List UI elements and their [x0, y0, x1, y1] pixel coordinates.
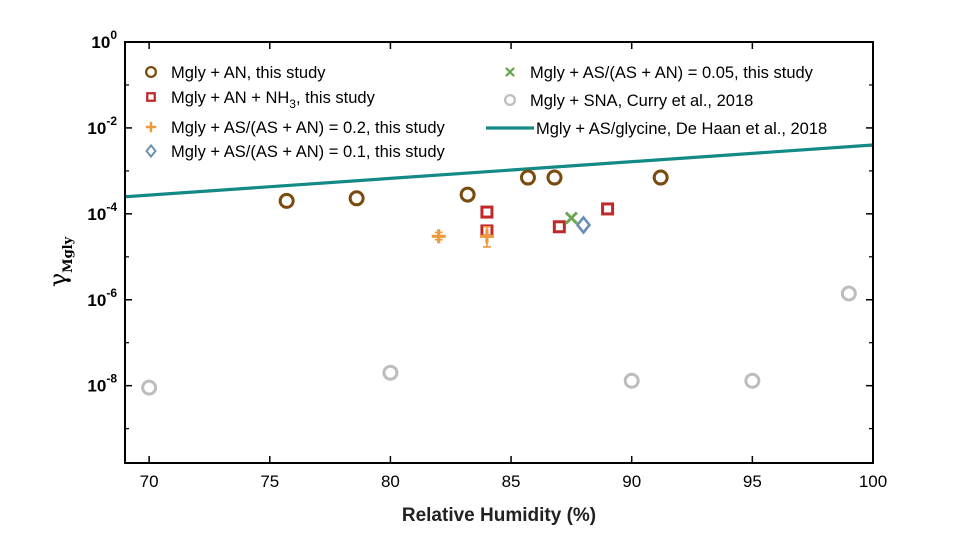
legend-label-as01: Mgly + AS/(AS + AN) = 0.1, this study — [171, 143, 445, 161]
y-tick-label: 10-6 — [87, 286, 117, 310]
data-point-sna — [382, 364, 399, 381]
x-tick-label: 90 — [622, 472, 641, 491]
data-point-nh3 — [480, 205, 494, 219]
y-axis-title: γMgly — [44, 236, 76, 287]
data-point-as02 — [431, 229, 446, 244]
plot-area — [125, 42, 873, 463]
data-point-nh3 — [601, 202, 615, 216]
legend-marker-sna — [504, 94, 516, 106]
x-tick-label: 95 — [743, 472, 762, 491]
data-point-sna — [623, 372, 640, 389]
y-tick-label: 10-2 — [87, 114, 117, 138]
x-tick-label: 85 — [502, 472, 521, 491]
data-point-as005 — [564, 211, 578, 225]
x-tick-label: 75 — [260, 472, 279, 491]
data-point-an — [278, 192, 295, 209]
legend-item-glycine: Mgly + AS/glycine, De Haan et al., 2018 — [486, 120, 827, 138]
data-point-an — [546, 169, 563, 186]
x-tick-label: 100 — [859, 472, 887, 491]
legend-item-as005: Mgly + AS/(AS + AN) = 0.05, this study — [505, 64, 814, 82]
series-line-glycine — [124, 143, 874, 199]
x-tick-label: 70 — [140, 472, 159, 491]
data-point-nh3 — [552, 220, 566, 234]
data-point-as02 — [479, 229, 494, 244]
x-axis-title: Relative Humidity (%) — [402, 505, 596, 526]
legend-label-nh3: Mgly + AN + NH3, this study — [171, 89, 376, 111]
data-point-sna — [744, 372, 761, 389]
data-point-an — [519, 169, 536, 186]
legend-item-nh3: Mgly + AN + NH3, this study — [146, 89, 376, 111]
legend-marker-as005 — [505, 67, 515, 77]
data-point-an — [652, 169, 669, 186]
y-tick-label: 10-4 — [87, 200, 117, 224]
legend-item-sna: Mgly + SNA, Curry et al., 2018 — [504, 92, 753, 110]
legend-marker-nh3 — [146, 92, 156, 102]
y-tick-label: 100 — [91, 28, 117, 52]
x-tick-label: 80 — [381, 472, 400, 491]
y-tick-label: 10-8 — [87, 372, 117, 396]
plot-frame — [124, 41, 874, 464]
legend-label-sna: Mgly + SNA, Curry et al., 2018 — [530, 92, 753, 110]
legend-label-an: Mgly + AN, this study — [171, 64, 326, 82]
legend-marker-an — [145, 66, 157, 78]
data-point-an — [348, 190, 365, 207]
data-point-an — [459, 186, 476, 203]
legend-label-glycine: Mgly + AS/glycine, De Haan et al., 2018 — [536, 120, 827, 138]
legend-label-as005: Mgly + AS/(AS + AN) = 0.05, this study — [530, 64, 814, 82]
legend-marker-as02 — [145, 121, 157, 133]
y-axis-title-symbol: γ — [44, 273, 72, 287]
legend-marker-as01 — [145, 143, 157, 159]
y-axis-title-subscript: Mgly — [61, 236, 76, 272]
svg-text:γMgly: γMgly — [44, 236, 76, 287]
data-point-sna — [840, 285, 857, 302]
data-point-sna — [141, 379, 158, 396]
legend-item-an: Mgly + AN, this study — [145, 64, 326, 82]
legend-item-as02: Mgly + AS/(AS + AN) = 0.2, this study — [145, 119, 445, 137]
legend-label-as02: Mgly + AS/(AS + AN) = 0.2, this study — [171, 119, 445, 137]
data-point-as01 — [575, 215, 592, 235]
legend-item-as01: Mgly + AS/(AS + AN) = 0.1, this study — [145, 143, 445, 161]
